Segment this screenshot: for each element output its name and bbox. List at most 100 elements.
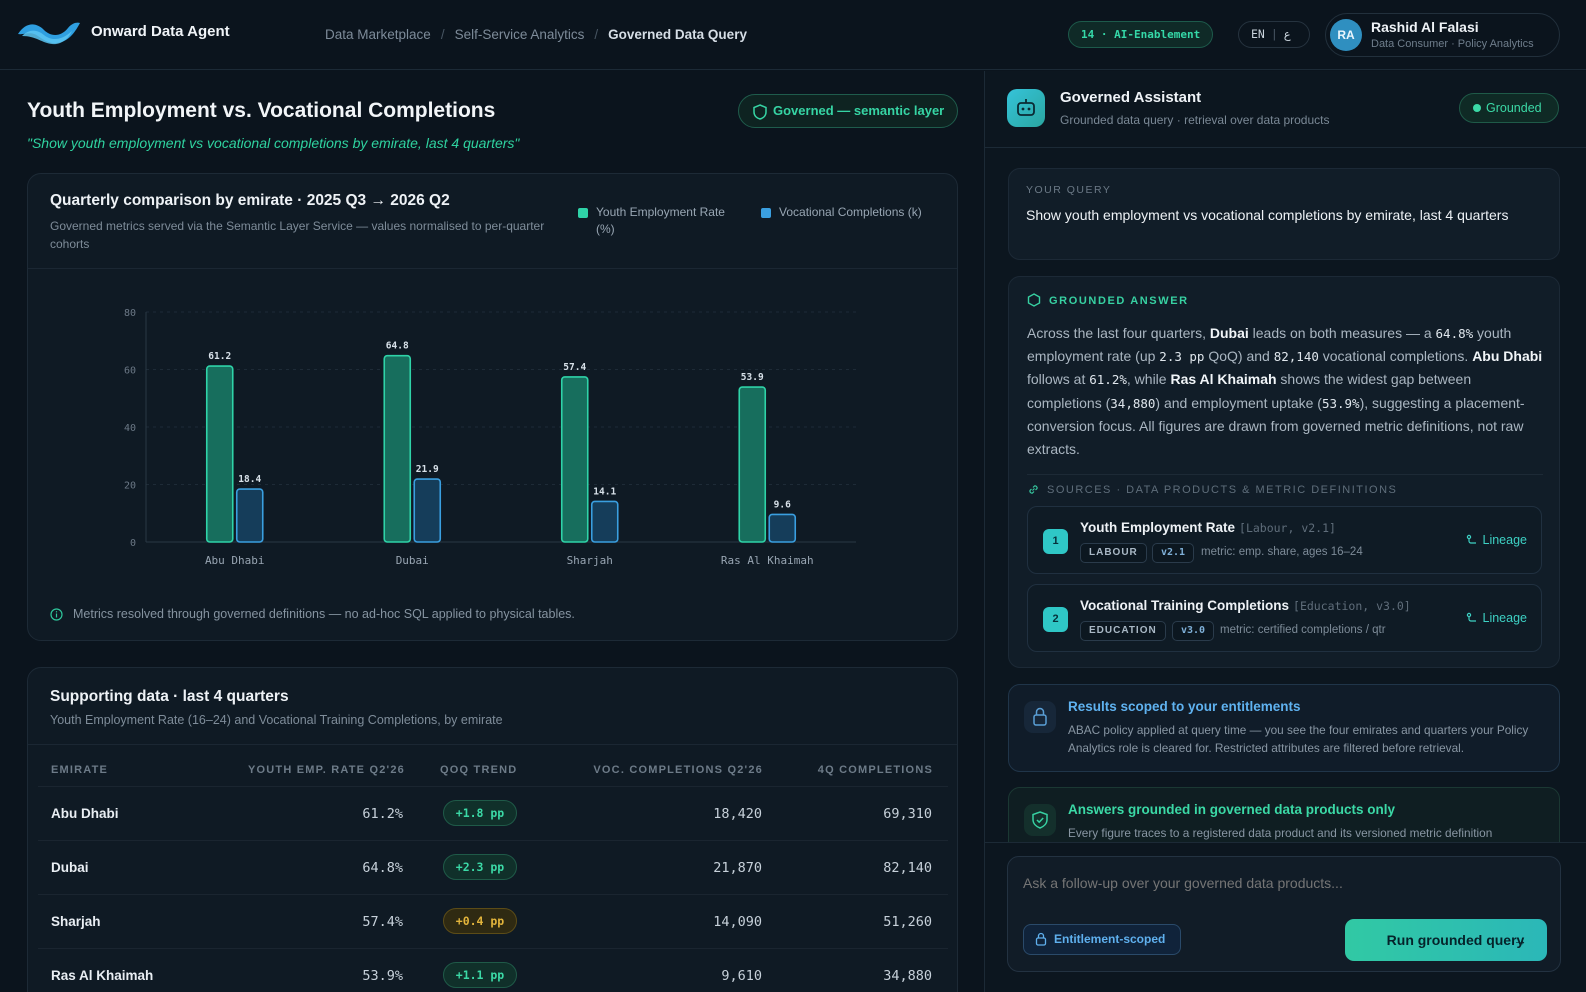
- lock-icon: [1035, 932, 1047, 946]
- top-bar: Onward Data Agent Data Marketplace / Sel…: [0, 0, 1586, 70]
- breadcrumb: Data Marketplace / Self-Service Analytic…: [325, 27, 747, 42]
- composer: Entitlement-scoped Run grounded query→: [1007, 856, 1561, 972]
- cell-4q-completions: 69,310: [883, 806, 932, 822]
- cell-4q-completions: 82,140: [883, 860, 932, 876]
- cell-rate: 53.9%: [362, 968, 403, 984]
- bar: [383, 354, 412, 543]
- source-metric: metric: certified completions / qtr: [1220, 624, 1386, 636]
- cell-completions: 14,090: [713, 914, 762, 930]
- scope-pill-label: Entitlement-scoped: [1054, 932, 1166, 946]
- legend-label: Youth Employment Rate (%): [596, 205, 725, 236]
- source-card[interactable]: 2 Vocational Training Completions [Educat…: [1027, 584, 1542, 652]
- source-number: 1: [1043, 529, 1068, 554]
- entitlement-scope-pill[interactable]: Entitlement-scoped: [1023, 924, 1181, 955]
- breadcrumb-data-marketplace[interactable]: Data Marketplace: [325, 27, 431, 42]
- info-icon: [50, 607, 63, 621]
- bar-value-label: 21.9: [416, 464, 439, 475]
- wave-logo-icon: [18, 22, 80, 45]
- lang-en[interactable]: EN: [1251, 27, 1265, 41]
- column-header-emirate[interactable]: EMIRATE: [51, 764, 109, 776]
- robot-icon: [1007, 89, 1045, 127]
- shield-icon: [753, 104, 767, 120]
- y-tick-label: 80: [124, 308, 136, 319]
- cell-completions: 9,610: [721, 968, 762, 984]
- bar: [738, 386, 767, 543]
- shield-check-icon: [1024, 804, 1056, 836]
- breadcrumb-separator: /: [594, 27, 599, 42]
- version-tag: v3.0: [1172, 621, 1215, 641]
- trend-badge: +1.8 pp: [443, 800, 517, 826]
- follow-up-input[interactable]: [1023, 875, 1543, 891]
- cell-completions: 21,870: [713, 860, 762, 876]
- x-tick-label: Abu Dhabi: [205, 554, 265, 567]
- grounding-text: Every figure traces to a registered data…: [1068, 826, 1493, 840]
- bar: [560, 376, 589, 543]
- query-quote: "Show youth employment vs vocational com…: [27, 135, 520, 151]
- bar-chart: 0 20 40 60 80 61.2 18.4 Abu Dhabi 64.8 21.9 Dubai 5…: [124, 308, 856, 567]
- divider: [28, 268, 957, 269]
- page-title: Youth Employment vs. Vocational Completi…: [27, 99, 496, 122]
- ai-enablement-badge[interactable]: 14 · AI-Enablement: [1068, 21, 1214, 48]
- bar: [235, 488, 264, 543]
- bar-value-label: 61.2: [208, 351, 231, 362]
- table-row[interactable]: Ras Al Khaimah 53.9% +1.1 pp 9,610 34,880: [38, 948, 948, 992]
- legend-swatch: [578, 208, 588, 218]
- bar-value-label: 53.9: [741, 372, 764, 383]
- trend-badge: +2.3 pp: [443, 854, 517, 880]
- cell-emirate: Abu Dhabi: [51, 806, 119, 821]
- chart-note: Metrics resolved through governed defini…: [50, 607, 575, 621]
- domain-tag: LABOUR: [1080, 543, 1147, 563]
- cell-emirate: Ras Al Khaimah: [51, 968, 154, 983]
- user-role: Data Consumer · Policy Analytics: [1371, 38, 1534, 50]
- app-title: Onward Data Agent: [91, 23, 230, 40]
- x-tick-label: Sharjah: [567, 554, 613, 567]
- table-row[interactable]: Dubai 64.8% +2.3 pp 21,870 82,140: [38, 840, 948, 894]
- bar-value-label: 14.1: [593, 486, 616, 497]
- bar: [413, 478, 442, 543]
- table-row[interactable]: Sharjah 57.4% +0.4 pp 14,090 51,260: [38, 894, 948, 948]
- assistant-subtitle: Grounded data query · retrieval over dat…: [1060, 113, 1330, 127]
- user-name: Rashid Al Falasi: [1371, 19, 1479, 35]
- y-tick-label: 20: [124, 481, 136, 492]
- source-name: Youth Employment Rate [Labour, v2.1]: [1080, 520, 1336, 535]
- column-header-4q-completions[interactable]: 4Q COMPLETIONS: [817, 764, 933, 776]
- bar-value-label: 57.4: [563, 362, 586, 373]
- legend-label: Vocational Completions (k): [779, 205, 922, 219]
- cell-completions: 18,420: [713, 806, 762, 822]
- cell-rate: 61.2%: [362, 806, 403, 822]
- lineage-icon: [1466, 534, 1476, 544]
- sources-label: SOURCES · DATA PRODUCTS & METRIC DEFINIT…: [1047, 484, 1398, 496]
- y-tick-label: 40: [124, 423, 136, 434]
- breadcrumb-separator: /: [440, 27, 445, 42]
- lineage-link[interactable]: Lineage: [1466, 533, 1527, 547]
- lineage-link[interactable]: Lineage: [1466, 611, 1527, 625]
- source-metric: metric: emp. share, ages 16–24: [1201, 546, 1363, 558]
- cell-4q-completions: 51,260: [883, 914, 932, 930]
- source-card[interactable]: 1 Youth Employment Rate [Labour, v2.1] LA…: [1027, 506, 1542, 574]
- version-tag: v2.1: [1152, 543, 1195, 563]
- answer-label: GROUNDED ANSWER: [1049, 295, 1189, 307]
- source-name: Vocational Training Completions [Educatio…: [1080, 598, 1411, 613]
- x-tick-label: Dubai: [396, 554, 429, 567]
- answer-text: Across the last four quarters, Dubai lea…: [1027, 325, 1543, 458]
- user-menu[interactable]: RA Rashid Al Falasi Data Consumer · Poli…: [1325, 13, 1560, 57]
- lang-ar[interactable]: ع: [1283, 27, 1291, 41]
- grounded-answer-box: GROUNDED ANSWER Across the last four qua…: [1008, 276, 1560, 668]
- assistant-header: Governed Assistant Grounded data query ·…: [985, 71, 1586, 148]
- entitlements-title: Results scoped to your entitlements: [1068, 699, 1301, 714]
- arrow-right-icon: →: [1513, 932, 1527, 948]
- run-grounded-query-button[interactable]: Run grounded query →: [1345, 919, 1547, 961]
- column-header-trend[interactable]: QOQ TREND: [440, 764, 518, 776]
- column-header-rate[interactable]: YOUTH EMP. RATE Q2'26: [248, 764, 405, 776]
- status-label: Grounded: [1486, 101, 1542, 115]
- legend-item-youth[interactable]: Youth Employment Rate (%): [578, 204, 738, 238]
- breadcrumb-self-service-analytics[interactable]: Self-Service Analytics: [454, 27, 585, 42]
- language-switch[interactable]: EN | ع: [1238, 21, 1310, 48]
- chart-subtitle: Governed metrics served via the Semantic…: [50, 219, 545, 251]
- column-header-completions[interactable]: VOC. COMPLETIONS Q2'26: [593, 764, 763, 776]
- lineage-icon: [1466, 612, 1476, 622]
- table-row[interactable]: Abu Dhabi 61.2% +1.8 pp 18,420 69,310: [38, 786, 948, 840]
- cell-4q-completions: 34,880: [883, 968, 932, 984]
- legend-item-vocational[interactable]: Vocational Completions (k): [761, 204, 931, 221]
- assistant-name: Governed Assistant: [1060, 89, 1202, 106]
